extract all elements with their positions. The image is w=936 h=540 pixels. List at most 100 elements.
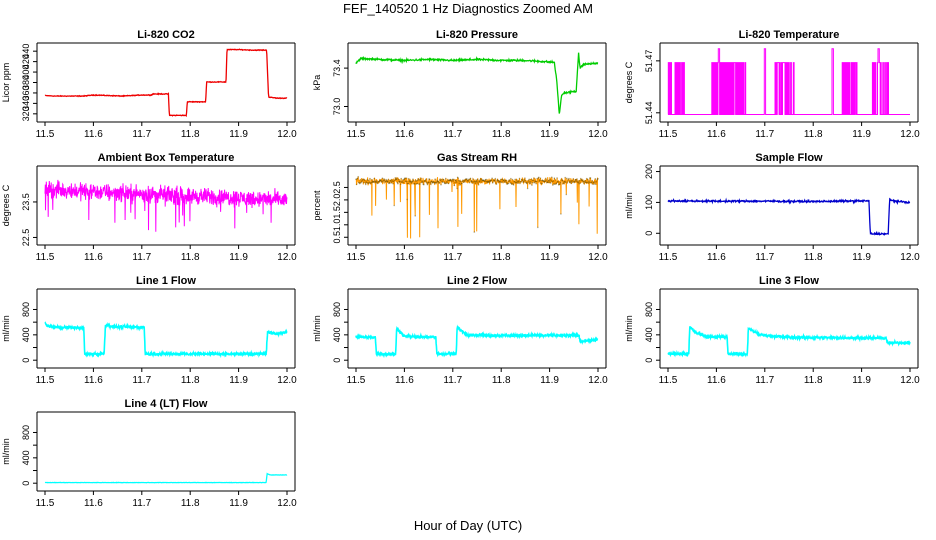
y-tick-label: 400 — [21, 65, 31, 80]
data-point — [499, 180, 501, 183]
data-point — [512, 183, 514, 185]
data-point — [400, 181, 403, 183]
data-point — [441, 181, 444, 184]
series-line — [44, 472, 288, 484]
data-point — [486, 180, 489, 183]
data-point — [448, 179, 450, 181]
data-point — [483, 180, 486, 182]
data-point — [507, 180, 510, 182]
data-point — [548, 181, 551, 183]
data-point — [597, 178, 599, 180]
data-point — [582, 180, 584, 183]
data-point — [450, 179, 453, 181]
data-point — [493, 180, 496, 182]
panel-title: Line 1 Flow — [136, 275, 196, 287]
data-point — [514, 181, 517, 184]
data-point — [487, 180, 490, 183]
data-point — [576, 178, 578, 180]
data-point — [389, 182, 391, 184]
y-axis-label: ml/min — [624, 315, 634, 342]
data-point — [421, 180, 423, 182]
data-point — [442, 178, 445, 181]
data-point — [550, 179, 552, 182]
data-point — [528, 181, 531, 183]
panel-10: Line 4 (LT) Flow ml/min 11.5 11.6 11.7 11.8 11… — [1, 398, 297, 509]
data-point — [575, 179, 577, 181]
y-tick-label: 23.5 — [21, 193, 31, 211]
data-point — [585, 177, 588, 180]
data-point — [455, 181, 458, 183]
x-tick-label: 11.9 — [229, 129, 248, 140]
panel-2: Li-820 Pressure kPa 11.5 11.6 11.7 11.8 11.9 12… — [312, 29, 608, 140]
data-point — [382, 180, 384, 183]
data-point — [589, 177, 592, 179]
x-tick-label: 11.5 — [347, 129, 366, 140]
data-point — [555, 183, 557, 185]
data-point — [478, 180, 481, 182]
y-tick-label: 320 — [21, 106, 31, 121]
y-tick-label: 2.5 — [332, 181, 342, 194]
data-point — [393, 179, 396, 181]
data-point — [521, 178, 523, 181]
x-tick-label: 11.9 — [229, 252, 248, 263]
data-point — [409, 179, 411, 182]
data-point — [423, 183, 425, 186]
data-point — [363, 178, 365, 181]
data-point — [568, 181, 571, 183]
data-point — [437, 180, 440, 183]
data-point — [469, 178, 471, 180]
x-tick-label: 11.8 — [181, 498, 200, 509]
panel-title: Li-820 CO2 — [137, 29, 194, 41]
y-tick-label: 51.47 — [644, 50, 654, 73]
data-point — [523, 180, 525, 183]
data-point — [401, 180, 404, 183]
data-point — [559, 183, 561, 186]
data-point — [498, 180, 501, 182]
data-point — [477, 182, 479, 184]
y-tick-label: 2.0 — [332, 194, 342, 207]
x-tick-label: 11.6 — [707, 129, 726, 140]
data-point — [559, 181, 562, 184]
y-tick-label: 400 — [21, 327, 31, 342]
data-point — [474, 180, 476, 183]
data-point — [555, 182, 558, 184]
data-point — [508, 179, 511, 181]
data-point — [386, 180, 389, 183]
data-layer — [44, 472, 288, 484]
data-point — [547, 179, 550, 182]
data-point — [439, 179, 442, 182]
x-tick-label: 11.5 — [659, 375, 678, 386]
data-point — [577, 180, 579, 182]
data-point — [592, 181, 594, 183]
data-point — [503, 179, 505, 181]
data-point — [513, 180, 516, 183]
y-tick-label: 22.5 — [21, 229, 31, 247]
data-point — [505, 181, 508, 184]
data-point — [465, 178, 468, 180]
data-point — [384, 180, 387, 183]
data-point — [355, 178, 357, 180]
data-point — [527, 179, 530, 182]
data-point — [372, 180, 375, 183]
x-tick-label: 11.8 — [804, 252, 823, 263]
data-point — [489, 179, 491, 182]
data-point — [539, 179, 541, 181]
y-tick-label: 800 — [644, 302, 654, 317]
x-tick-label: 11.7 — [755, 375, 774, 386]
data-point — [590, 182, 592, 184]
y-tick-label: 400 — [21, 450, 31, 465]
data-point — [584, 181, 587, 183]
data-point — [490, 179, 493, 181]
data-point — [432, 181, 435, 183]
data-point — [587, 182, 590, 184]
y-tick-label: 0 — [644, 358, 654, 363]
data-point — [557, 184, 560, 186]
data-point — [462, 181, 465, 183]
data-point — [414, 215, 417, 217]
data-point — [374, 180, 377, 182]
data-point — [582, 181, 585, 183]
x-tick-label: 11.5 — [347, 252, 366, 263]
data-point — [543, 180, 545, 183]
data-point — [563, 181, 565, 183]
data-point — [548, 179, 550, 182]
